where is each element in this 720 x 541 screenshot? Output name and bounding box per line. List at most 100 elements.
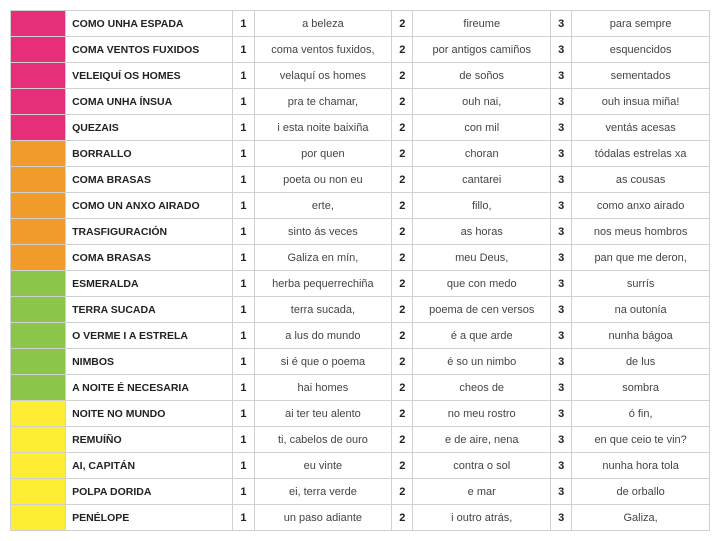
poem-title: COMO UNHA ESPADA <box>66 11 233 37</box>
category-color-swatch <box>11 479 66 505</box>
table-row: AI, CAPITÁN1eu vinte2contra o sol3nunha … <box>11 453 710 479</box>
segment-number: 1 <box>233 297 254 323</box>
table-row: NOITE NO MUNDO1ai ter teu alento2no meu … <box>11 401 710 427</box>
segment-text: como anxo airado <box>572 193 710 219</box>
segment-number: 1 <box>233 141 254 167</box>
category-color-swatch <box>11 349 66 375</box>
table-row: VELEIQUÍ OS HOMES1velaquí os homes2de so… <box>11 63 710 89</box>
segment-text: fireume <box>413 11 551 37</box>
segment-number: 2 <box>392 63 413 89</box>
segment-number: 3 <box>551 89 572 115</box>
category-color-swatch <box>11 37 66 63</box>
table-row: A NOITE É NECESARIA1hai homes2cheos de3s… <box>11 375 710 401</box>
segment-number: 3 <box>551 297 572 323</box>
segment-text: é a que arde <box>413 323 551 349</box>
segment-text: pan que me deron, <box>572 245 710 271</box>
segment-text: ti, cabelos de ouro <box>254 427 392 453</box>
segment-text: con mil <box>413 115 551 141</box>
category-color-swatch <box>11 167 66 193</box>
segment-text: contra o sol <box>413 453 551 479</box>
segment-text: surrís <box>572 271 710 297</box>
table-row: COMA BRASAS1poeta ou non eu2cantarei3as … <box>11 167 710 193</box>
poems-table: COMO UNHA ESPADA1a beleza2fireume3para s… <box>10 10 710 531</box>
segment-text: sombra <box>572 375 710 401</box>
segment-number: 2 <box>392 349 413 375</box>
category-color-swatch <box>11 401 66 427</box>
segment-number: 3 <box>551 219 572 245</box>
segment-text: de orballo <box>572 479 710 505</box>
poem-title: COMA VENTOS FUXIDOS <box>66 37 233 63</box>
segment-text: e mar <box>413 479 551 505</box>
category-color-swatch <box>11 297 66 323</box>
segment-text: esquencidos <box>572 37 710 63</box>
segment-number: 2 <box>392 323 413 349</box>
segment-text: pra te chamar, <box>254 89 392 115</box>
segment-text: e de aire, nena <box>413 427 551 453</box>
poem-title: VELEIQUÍ OS HOMES <box>66 63 233 89</box>
segment-text: cheos de <box>413 375 551 401</box>
table-row: COMA VENTOS FUXIDOS1coma ventos fuxidos,… <box>11 37 710 63</box>
segment-text: na outonía <box>572 297 710 323</box>
category-color-swatch <box>11 453 66 479</box>
segment-number: 2 <box>392 427 413 453</box>
segment-number: 1 <box>233 89 254 115</box>
poem-title: REMUÍÑO <box>66 427 233 453</box>
segment-number: 3 <box>551 141 572 167</box>
segment-text: as horas <box>413 219 551 245</box>
segment-number: 1 <box>233 323 254 349</box>
segment-text: herba pequerrechiña <box>254 271 392 297</box>
segment-text: hai homes <box>254 375 392 401</box>
segment-number: 3 <box>551 193 572 219</box>
poem-title: COMA BRASAS <box>66 245 233 271</box>
segment-number: 3 <box>551 37 572 63</box>
poem-title: TRASFIGURACIÓN <box>66 219 233 245</box>
category-color-swatch <box>11 63 66 89</box>
segment-number: 1 <box>233 479 254 505</box>
segment-text: terra sucada, <box>254 297 392 323</box>
category-color-swatch <box>11 323 66 349</box>
segment-text: ai ter teu alento <box>254 401 392 427</box>
segment-text: nunha bágoa <box>572 323 710 349</box>
segment-text: poema de cen versos <box>413 297 551 323</box>
poem-title: COMO UN ANXO AIRADO <box>66 193 233 219</box>
category-color-swatch <box>11 141 66 167</box>
segment-text: que con medo <box>413 271 551 297</box>
poem-title: POLPA DORIDA <box>66 479 233 505</box>
segment-number: 2 <box>392 245 413 271</box>
segment-number: 3 <box>551 167 572 193</box>
segment-number: 2 <box>392 453 413 479</box>
segment-number: 1 <box>233 453 254 479</box>
segment-text: fillo, <box>413 193 551 219</box>
segment-text: é so un nimbo <box>413 349 551 375</box>
segment-number: 2 <box>392 11 413 37</box>
category-color-swatch <box>11 375 66 401</box>
segment-text: eu vinte <box>254 453 392 479</box>
category-color-swatch <box>11 11 66 37</box>
segment-number: 2 <box>392 479 413 505</box>
segment-text: poeta ou non eu <box>254 167 392 193</box>
segment-number: 1 <box>233 11 254 37</box>
segment-text: coma ventos fuxidos, <box>254 37 392 63</box>
category-color-swatch <box>11 89 66 115</box>
segment-number: 2 <box>392 37 413 63</box>
segment-text: nunha hora tola <box>572 453 710 479</box>
segment-number: 2 <box>392 219 413 245</box>
segment-number: 1 <box>233 401 254 427</box>
segment-text: sinto ás veces <box>254 219 392 245</box>
segment-number: 2 <box>392 375 413 401</box>
segment-text: cantarei <box>413 167 551 193</box>
segment-number: 3 <box>551 63 572 89</box>
category-color-swatch <box>11 427 66 453</box>
segment-text: choran <box>413 141 551 167</box>
segment-text: en que ceio te vin? <box>572 427 710 453</box>
segment-text: ei, terra verde <box>254 479 392 505</box>
segment-number: 1 <box>233 375 254 401</box>
table-row: O VERME I A ESTRELA1a lus do mundo2é a q… <box>11 323 710 349</box>
segment-text: erte, <box>254 193 392 219</box>
segment-number: 1 <box>233 219 254 245</box>
table-row: BORRALLO1por quen2choran3tódalas estrela… <box>11 141 710 167</box>
poem-title: O VERME I A ESTRELA <box>66 323 233 349</box>
segment-text: si é que o poema <box>254 349 392 375</box>
category-color-swatch <box>11 193 66 219</box>
segment-number: 3 <box>551 349 572 375</box>
